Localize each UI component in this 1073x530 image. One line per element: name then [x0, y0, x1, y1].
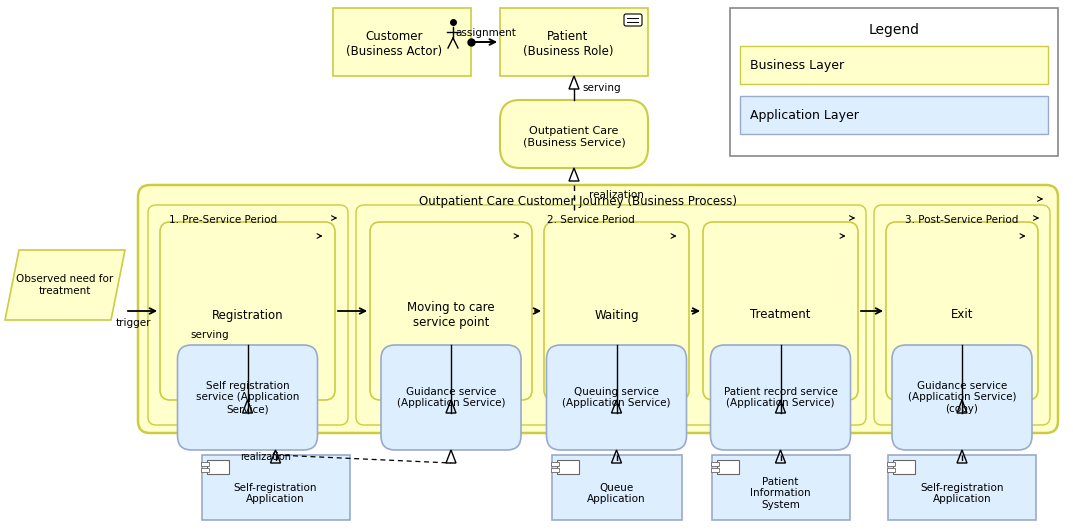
FancyBboxPatch shape [201, 462, 208, 466]
Text: Outpatient Care
(Business Service): Outpatient Care (Business Service) [523, 126, 626, 148]
FancyBboxPatch shape [886, 222, 1038, 400]
FancyBboxPatch shape [887, 468, 895, 472]
FancyBboxPatch shape [887, 462, 895, 466]
FancyBboxPatch shape [710, 345, 851, 450]
FancyBboxPatch shape [888, 455, 1037, 520]
Text: Guidance service
(Application Service)
(copy): Guidance service (Application Service) (… [908, 381, 1016, 414]
Text: trigger: trigger [115, 318, 150, 328]
FancyBboxPatch shape [381, 345, 521, 450]
FancyBboxPatch shape [624, 14, 642, 26]
Text: Guidance service
(Application Service): Guidance service (Application Service) [397, 387, 505, 408]
FancyBboxPatch shape [500, 8, 648, 76]
Text: Waiting: Waiting [594, 308, 638, 322]
FancyBboxPatch shape [160, 222, 335, 400]
Text: 3. Post-Service Period: 3. Post-Service Period [906, 215, 1018, 225]
FancyBboxPatch shape [552, 455, 681, 520]
Text: Patient record service
(Application Service): Patient record service (Application Serv… [723, 387, 837, 408]
FancyBboxPatch shape [148, 205, 348, 425]
FancyBboxPatch shape [201, 468, 208, 472]
FancyBboxPatch shape [711, 455, 850, 520]
Text: Business Layer: Business Layer [750, 58, 844, 72]
FancyBboxPatch shape [333, 8, 471, 76]
Text: realization: realization [589, 190, 644, 200]
FancyBboxPatch shape [557, 460, 578, 474]
FancyBboxPatch shape [893, 460, 915, 474]
FancyBboxPatch shape [874, 205, 1050, 425]
FancyBboxPatch shape [550, 468, 559, 472]
FancyBboxPatch shape [177, 345, 318, 450]
Text: Registration: Registration [211, 308, 283, 322]
Text: Patient
Information
System: Patient Information System [750, 477, 811, 510]
Text: Observed need for
treatment: Observed need for treatment [16, 274, 114, 296]
Text: Exit: Exit [951, 308, 973, 322]
FancyBboxPatch shape [206, 460, 229, 474]
FancyBboxPatch shape [546, 345, 687, 450]
Text: Application Layer: Application Layer [750, 109, 858, 121]
Text: Legend: Legend [868, 23, 920, 37]
Text: Patient
(Business Role): Patient (Business Role) [523, 30, 614, 58]
Text: realization: realization [240, 453, 291, 463]
Text: serving: serving [583, 83, 621, 93]
FancyBboxPatch shape [892, 345, 1032, 450]
Polygon shape [5, 250, 124, 320]
Text: 2. Service Period: 2. Service Period [547, 215, 635, 225]
Text: 1. Pre-Service Period: 1. Pre-Service Period [168, 215, 277, 225]
Text: Self-registration
Application: Self-registration Application [921, 483, 1003, 505]
Text: Outpatient Care Customer Journey (Business Process): Outpatient Care Customer Journey (Busine… [418, 195, 737, 208]
Text: Queuing service
(Application Service): Queuing service (Application Service) [562, 387, 671, 408]
FancyBboxPatch shape [550, 462, 559, 466]
Text: Self-registration
Application: Self-registration Application [234, 483, 318, 505]
FancyBboxPatch shape [370, 222, 532, 400]
Text: serving: serving [190, 330, 229, 340]
FancyBboxPatch shape [356, 205, 866, 425]
Text: Moving to care
service point: Moving to care service point [407, 301, 495, 329]
FancyBboxPatch shape [740, 96, 1048, 134]
FancyBboxPatch shape [730, 8, 1058, 156]
FancyBboxPatch shape [500, 100, 648, 168]
FancyBboxPatch shape [544, 222, 689, 400]
Text: Treatment: Treatment [750, 308, 811, 322]
FancyBboxPatch shape [138, 185, 1058, 433]
FancyBboxPatch shape [710, 468, 719, 472]
Text: assignment: assignment [455, 28, 516, 38]
Text: Queue
Application: Queue Application [587, 483, 646, 505]
Text: Self registration
service (Application
Service): Self registration service (Application S… [195, 381, 299, 414]
FancyBboxPatch shape [710, 462, 719, 466]
FancyBboxPatch shape [703, 222, 858, 400]
FancyBboxPatch shape [202, 455, 350, 520]
FancyBboxPatch shape [717, 460, 738, 474]
Text: Customer
(Business Actor): Customer (Business Actor) [346, 30, 442, 58]
FancyBboxPatch shape [740, 46, 1048, 84]
